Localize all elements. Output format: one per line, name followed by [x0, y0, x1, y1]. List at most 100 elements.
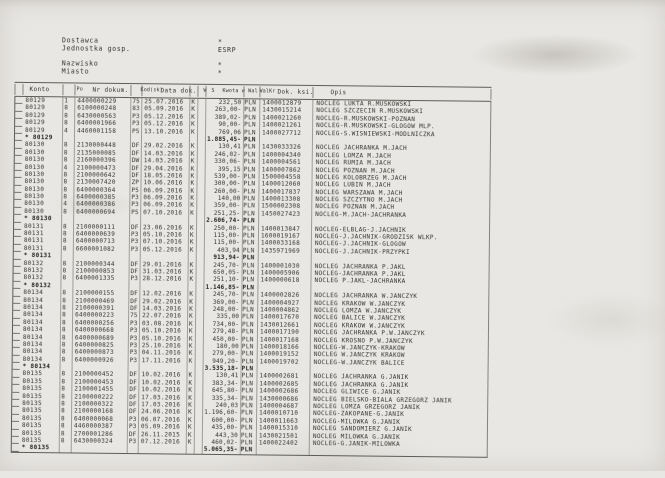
cell-kod: DF	[127, 393, 139, 402]
cell-po: 8	[61, 149, 74, 157]
cell-po: 4	[61, 200, 74, 209]
cell-s	[196, 135, 206, 144]
cell-po: 8	[60, 245, 73, 253]
cell-konto: * 80135	[21, 444, 50, 452]
cell-po: 8	[61, 178, 74, 187]
cell-w: K	[188, 172, 197, 181]
cell-s	[194, 350, 203, 358]
cell-po: 8	[59, 341, 72, 349]
cell-s	[195, 276, 204, 284]
cell-s	[193, 446, 202, 454]
cell-kod: DF	[129, 171, 141, 180]
cell-po	[61, 215, 74, 224]
cell-w	[185, 446, 194, 454]
col-kwota: Kwota w Wal	[222, 88, 258, 95]
col-opis: Opis	[330, 89, 347, 97]
field-label: Miasto	[61, 67, 90, 76]
cell-kod: DF	[129, 142, 141, 150]
cell-kod: P3	[126, 423, 138, 431]
header-column-divider	[74, 84, 76, 96]
cell-walkr: PLN	[241, 247, 258, 255]
cell-kod: DW	[129, 157, 141, 165]
cell-w: K	[186, 409, 195, 417]
row-left-border-mark	[13, 170, 22, 179]
cell-s	[196, 150, 205, 158]
cell-s	[194, 394, 203, 402]
row-left-border-mark	[12, 296, 21, 304]
cell-s	[196, 172, 205, 181]
cell-kod: P5	[129, 186, 141, 195]
header-column-divider	[62, 84, 64, 96]
cell-po: 8	[60, 304, 73, 312]
cell-po: 8	[59, 407, 72, 416]
cell-po: 8	[61, 193, 74, 201]
cell-w: K	[187, 276, 196, 284]
cell-kod: DF	[128, 260, 140, 269]
row-left-border-mark	[14, 126, 23, 134]
row-left-border-mark	[10, 414, 20, 423]
header-column-divider	[259, 86, 261, 98]
cell-walkr: PLN	[241, 261, 258, 270]
cell-w	[187, 283, 196, 291]
cell-kod: P3	[126, 438, 138, 446]
cell-kod: DF	[127, 408, 139, 416]
cell-s	[196, 202, 205, 210]
cell-kod: DF	[129, 149, 141, 158]
row-left-border-mark	[14, 104, 23, 112]
row-left-border-mark	[11, 385, 20, 393]
cell-kod: DF	[129, 164, 141, 173]
cell-kwota: 5.065,35-	[201, 446, 240, 454]
cell-s	[194, 379, 203, 388]
cell-s	[194, 386, 203, 395]
cell-po: 4	[62, 126, 75, 135]
cell-walkr: PLN	[241, 298, 258, 307]
cell-kod: DF	[127, 401, 139, 409]
row-left-border-mark	[10, 436, 19, 445]
row-left-border-mark	[12, 311, 21, 319]
cell-kod	[127, 364, 139, 372]
cell-kod: P3	[128, 231, 141, 239]
row-left-border-mark	[12, 274, 21, 282]
col-po: Po	[76, 86, 83, 93]
cell-w: K	[186, 379, 195, 387]
row-left-border-mark	[11, 377, 20, 386]
row-left-border-mark	[11, 370, 20, 378]
cell-s	[194, 342, 203, 351]
cell-w: K	[186, 327, 195, 336]
col-konto: Konto	[29, 85, 50, 94]
cell-po: 8	[61, 186, 74, 194]
cell-kod	[128, 253, 140, 261]
cell-s	[193, 431, 202, 439]
cell-po: 8	[58, 422, 71, 431]
cell-po	[60, 252, 73, 261]
cell-w: K	[188, 157, 197, 166]
cell-w: K	[185, 431, 194, 439]
row-left-border-mark	[12, 303, 21, 312]
cell-s	[196, 157, 205, 166]
row-left-border-mark	[12, 288, 21, 297]
cell-w: K	[188, 165, 197, 173]
cell-s	[194, 335, 203, 343]
cell-po: 8	[60, 311, 73, 320]
cell-w: K	[188, 143, 197, 151]
header-column-divider	[243, 86, 245, 98]
row-left-border-mark	[13, 192, 22, 201]
cell-s	[195, 231, 205, 240]
col-dok-ksi: Dok. ksi.	[277, 88, 314, 96]
cell-s	[197, 98, 206, 107]
cell-po: 4	[61, 163, 74, 172]
cell-po: 8	[60, 289, 73, 298]
cell-w: K	[187, 231, 197, 240]
cell-kod: P3	[129, 194, 141, 202]
row-left-border-mark	[13, 215, 22, 223]
cell-walkr: PLN	[241, 276, 258, 285]
cell-kod: P3	[127, 319, 140, 328]
cell-w: K	[189, 98, 198, 107]
cell-po: 8	[61, 156, 74, 164]
cell-nr-dokum	[70, 444, 127, 453]
cell-kod: P3	[128, 245, 140, 254]
cell-kod	[129, 216, 141, 224]
cell-w	[186, 364, 195, 373]
row-left-border-mark	[11, 325, 21, 334]
cell-kod: P3	[127, 327, 139, 335]
